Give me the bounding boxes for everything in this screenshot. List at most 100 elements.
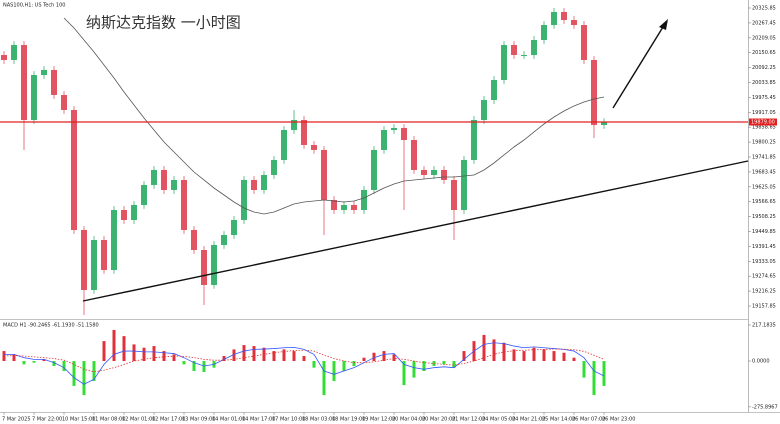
histogram-bar bbox=[542, 349, 546, 362]
x-tick-label: 13 Mar 09:00 bbox=[182, 417, 215, 423]
histogram-bar bbox=[592, 361, 596, 396]
candle-body bbox=[581, 25, 587, 60]
histogram-bar bbox=[292, 351, 296, 362]
y-tick-label: 19274.65 bbox=[752, 274, 776, 280]
candle-body bbox=[291, 119, 297, 131]
candle-body bbox=[281, 130, 287, 160]
candle-body bbox=[271, 159, 277, 175]
arrow bbox=[612, 26, 664, 109]
x-tick-label: 26 Mar 07:00 bbox=[572, 417, 605, 423]
y-tick-label: 19449.85 bbox=[752, 229, 776, 235]
histogram-bar bbox=[182, 361, 186, 365]
histogram-bar bbox=[582, 361, 586, 378]
y-tick-label: 217.1835 bbox=[752, 322, 776, 328]
histogram-bar bbox=[342, 361, 346, 371]
x-tick-label: 19 Mar 12:00 bbox=[362, 417, 395, 423]
y-tick-label: 19391.45 bbox=[752, 244, 776, 250]
candle-body bbox=[141, 184, 147, 205]
candle-body bbox=[211, 245, 217, 285]
x-tick-label: 17 Mar 10:00 bbox=[272, 417, 305, 423]
y-tick-label: 20325.85 bbox=[752, 5, 776, 11]
plot-layer: 20325.85 20267.45 20209.05 20150.65 20092.25… bbox=[0, 5, 778, 423]
candle-body bbox=[81, 229, 87, 290]
macd-label: MACD H1 -90.2465 -61.1930 -51.1580 bbox=[3, 323, 99, 329]
candle-body bbox=[231, 219, 237, 235]
candle-body bbox=[471, 119, 477, 160]
moving-average bbox=[63, 17, 605, 215]
candle-body bbox=[601, 122, 607, 126]
candle-body bbox=[481, 99, 487, 120]
histogram-bar bbox=[382, 351, 386, 362]
histogram-bar bbox=[92, 361, 96, 381]
candle-body bbox=[551, 11, 557, 26]
candle-body bbox=[51, 69, 57, 95]
candle-body bbox=[201, 250, 207, 285]
histogram-bar bbox=[272, 351, 276, 362]
y-tick-label: 20092.25 bbox=[752, 65, 776, 71]
y-tick-label: 20150.65 bbox=[752, 50, 776, 56]
histogram-bar bbox=[442, 361, 446, 365]
histogram-bar bbox=[572, 357, 576, 362]
y-tick-label: 20209.05 bbox=[752, 35, 776, 41]
y-tick-label: 19333.05 bbox=[752, 259, 776, 265]
candle-body bbox=[361, 189, 367, 210]
histogram-bar bbox=[172, 354, 176, 362]
histogram-bar bbox=[512, 349, 516, 362]
y-tick-label: 19800.25 bbox=[752, 140, 776, 146]
y-tick-label: 19741.85 bbox=[752, 155, 776, 161]
histogram-bar bbox=[102, 341, 106, 362]
candle-body bbox=[541, 25, 547, 41]
histogram-bar bbox=[532, 347, 536, 362]
x-tick-label: 20 Mar 20:00 bbox=[422, 417, 455, 423]
histogram-bar bbox=[522, 351, 526, 362]
histogram-bar bbox=[332, 361, 336, 381]
candle-body bbox=[461, 159, 467, 210]
chart-title: 纳斯达克指数 一小时图 bbox=[86, 14, 241, 32]
candle-body bbox=[501, 45, 507, 80]
candle-body bbox=[21, 45, 27, 120]
candle-body bbox=[101, 239, 107, 270]
candle-body bbox=[301, 119, 307, 145]
histogram-bar bbox=[502, 342, 506, 362]
y-tick-label: -275.8967 bbox=[752, 404, 778, 410]
x-tick-label: 10 Mar 15:00 bbox=[62, 417, 95, 423]
histogram-bar bbox=[42, 359, 46, 362]
y-tick-label: 19858.65 bbox=[752, 125, 776, 131]
histogram-bar bbox=[72, 361, 76, 386]
candle-body bbox=[111, 209, 117, 270]
x-tick-label: 24 Mar 05:00 bbox=[482, 417, 515, 423]
x-tick-label: 12 Mar 17:00 bbox=[152, 417, 185, 423]
histogram-bar bbox=[202, 361, 206, 372]
histogram-bar bbox=[232, 349, 236, 362]
candle-body bbox=[431, 169, 437, 175]
candle-body bbox=[351, 204, 357, 210]
y-tick-label: 19625.05 bbox=[752, 184, 776, 190]
candle-body bbox=[571, 20, 577, 26]
candle-body bbox=[221, 234, 227, 246]
candle-body bbox=[561, 11, 567, 21]
y-tick-label: 20033.85 bbox=[752, 80, 776, 86]
histogram-bar bbox=[242, 345, 246, 362]
histogram-bar bbox=[312, 361, 316, 368]
histogram-bar bbox=[32, 361, 36, 363]
candle-body bbox=[411, 140, 417, 170]
histogram-bar bbox=[392, 354, 396, 362]
x-tick-label: 11 Mar 08:00 bbox=[92, 417, 125, 423]
x-tick-label: 21 Mar 12:00 bbox=[452, 417, 485, 423]
candle-body bbox=[41, 69, 47, 75]
candle-body bbox=[391, 127, 397, 131]
candle-body bbox=[381, 130, 387, 150]
candle-body bbox=[31, 74, 37, 120]
candle-body bbox=[161, 169, 167, 190]
candle-body bbox=[91, 239, 97, 290]
candle-body bbox=[131, 204, 137, 220]
histogram-bar bbox=[602, 361, 606, 386]
candle-body bbox=[251, 179, 257, 190]
histogram-bar bbox=[322, 361, 326, 396]
candle-body bbox=[511, 45, 517, 56]
candle-body bbox=[311, 144, 317, 150]
histogram-bar bbox=[52, 361, 56, 367]
price-tag bbox=[749, 118, 777, 126]
